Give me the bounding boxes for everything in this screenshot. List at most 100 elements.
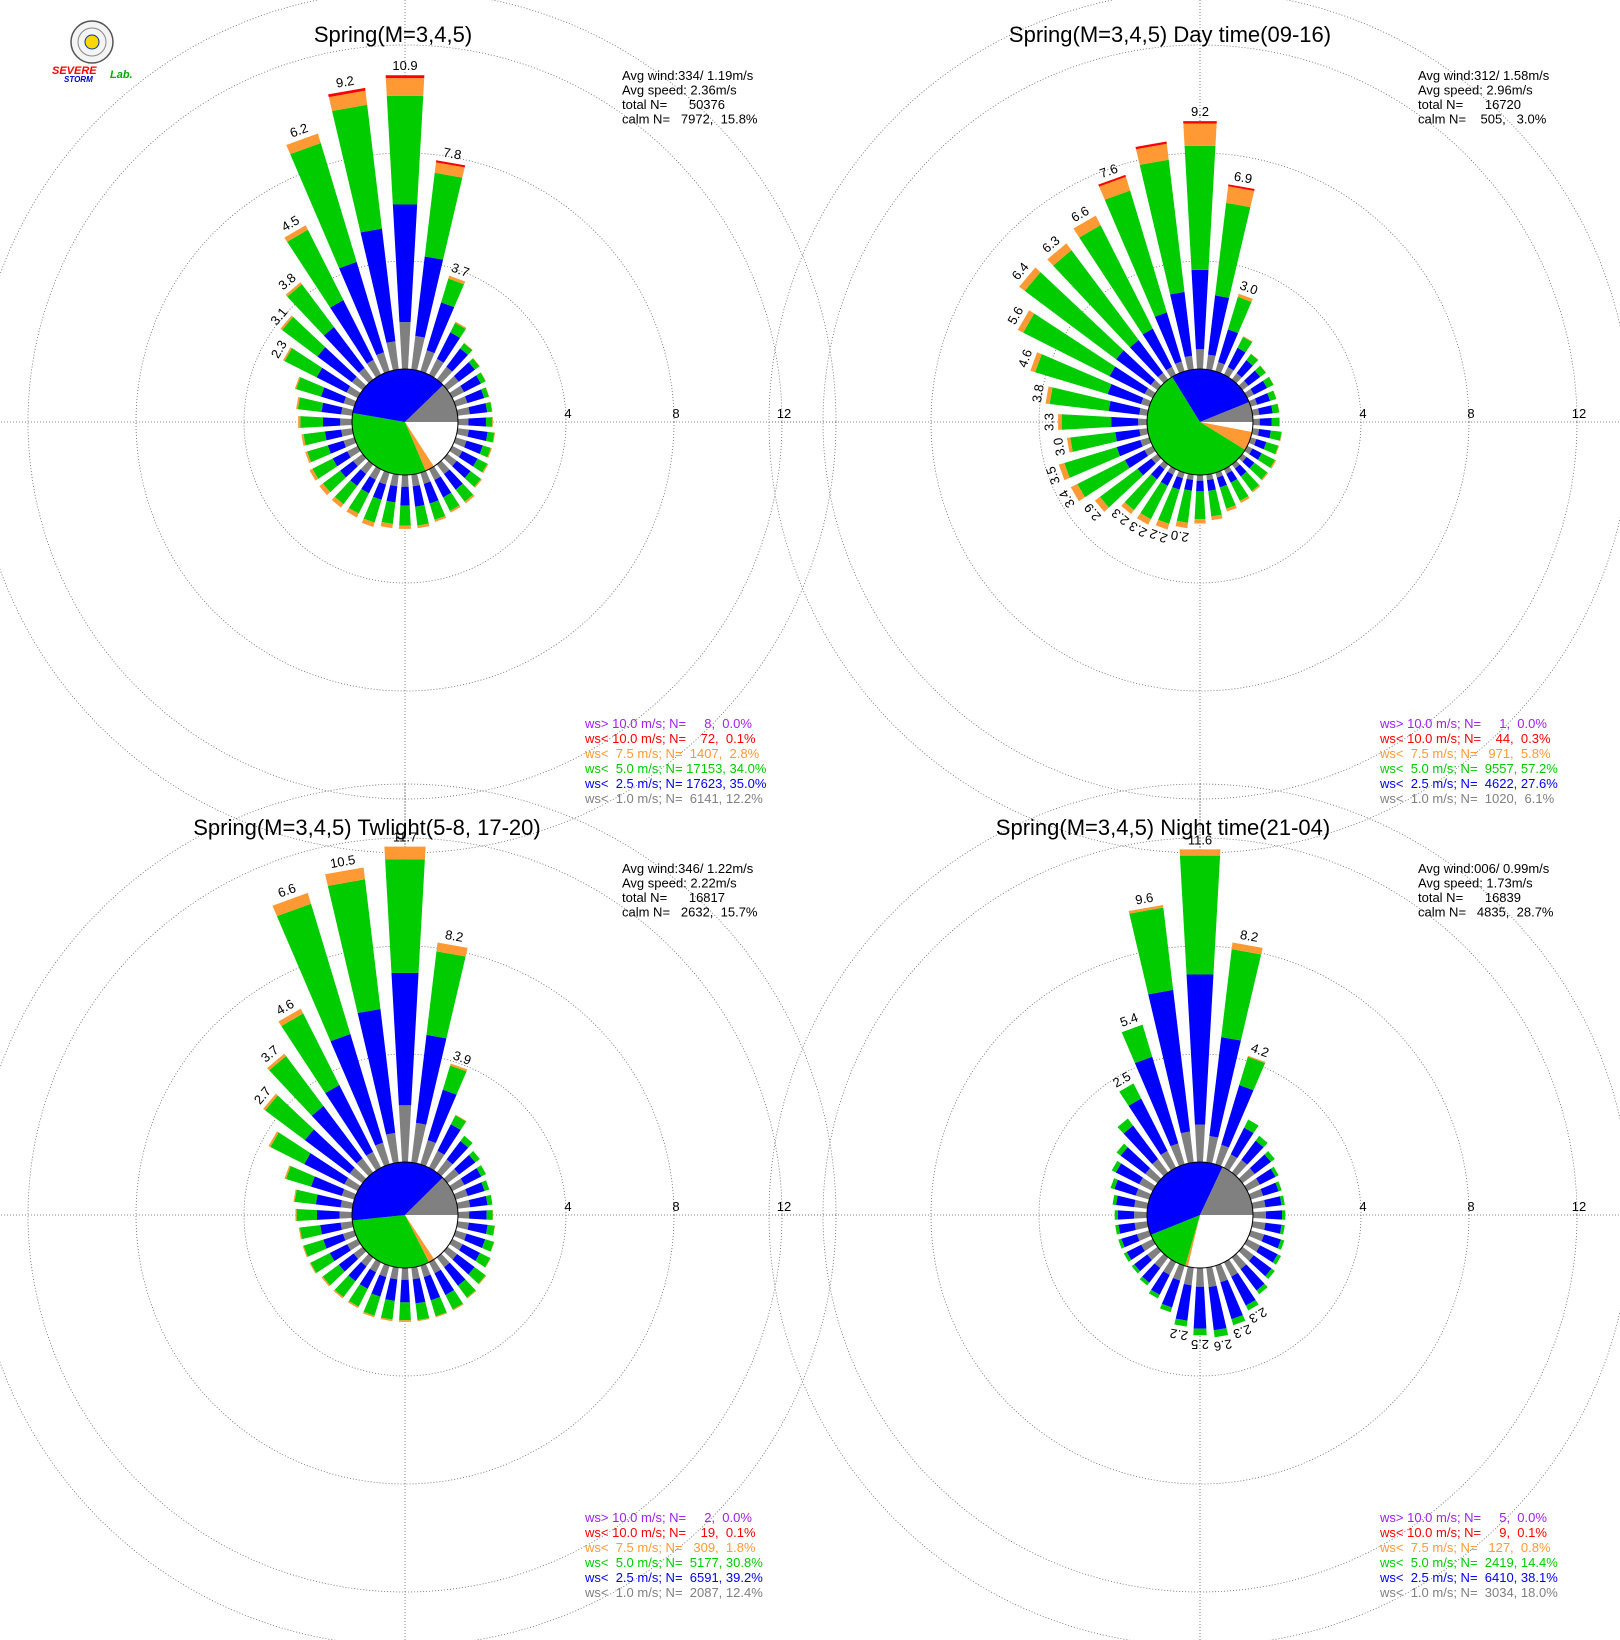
bar-segment-ws-lt-5 [468,1267,486,1284]
bar-segment-ws-lt-7-5 [1128,904,1164,914]
bar-segment-ws-lt-10 [1098,174,1126,187]
bar-value-label: 6.2 [288,120,310,140]
bar-segment-ws-lt-2-5 [1234,464,1247,477]
legend-entry: ws> 10.0 m/s; N= 1, 0.0% [1379,716,1547,731]
stat-avg-wind: Avg wind:334/ 1.19m/s [622,68,754,83]
bar-segment-ws-lt-2-5 [310,1176,345,1196]
pie-slice-calm [405,422,458,467]
radial-tick-label: 12 [1572,406,1586,421]
bar-segment-ws-lt-5 [481,1180,490,1191]
bar-segment-ws-lt-5 [1213,1328,1229,1338]
bar-segment-ws-lt-5 [479,445,491,458]
bar-segment-ws-lt-1 [1238,1168,1255,1184]
bar-segment-ws-lt-5 [415,505,429,526]
bar-segment-ws-lt-1 [1194,1124,1206,1163]
bar-segment-ws-lt-2-5 [1254,439,1267,450]
bar-segment-ws-lt-5 [1174,1318,1188,1327]
bar-segment-ws-lt-7-5 [1058,414,1062,430]
bar-segment-ws-lt-2-5 [460,1168,482,1185]
bar-segment-ws-lt-1 [1231,1159,1248,1177]
bar-segment-ws-lt-2-5 [1249,448,1262,460]
bar-segment-ws-lt-1 [1238,1246,1254,1261]
bar-segment-ws-lt-1 [375,1142,390,1167]
bar-segment-ws-lt-7-5 [293,1189,297,1202]
bar-segment-ws-lt-5 [1272,1254,1282,1265]
bar-segment-ws-lt-5 [281,1013,340,1094]
bar-segment-ws-lt-1 [1231,460,1240,469]
bar-segment-ws-lt-7-5 [298,1227,302,1240]
bar-segment-ws-lt-1 [1244,388,1254,399]
stat-avg-speed: Avg speed: 2.36m/s [622,83,737,98]
bar-segment-ws-lt-1 [356,1158,374,1177]
bar-segment-ws-lt-5 [430,1296,447,1317]
bar-segment-ws-lt-5 [1262,376,1274,389]
legend-entry: ws< 1.0 m/s; N= 1020, 6.1% [1379,791,1555,806]
bar-segment-ws-lt-1 [390,1266,399,1280]
bar-segment-ws-lt-1 [386,341,399,371]
legend-entry: ws< 5.0 m/s; N= 5177, 30.8% [584,1555,763,1570]
pie-outline [1146,368,1254,476]
bar-segment-ws-lt-1 [1252,418,1260,426]
bar-segment-ws-lt-7-5 [1030,352,1042,373]
bar-segment-ws-lt-2-5 [317,347,357,383]
legend-entry: ws> 10.0 m/s; N= 5, 0.0% [1379,1510,1547,1525]
pie-slice-ws-lt-2-5 [1172,369,1250,422]
bar-segment-ws-lt-2-5 [1137,458,1156,476]
bar-segment-ws-lt-1 [1140,437,1152,447]
bar-segment-ws-lt-2-5 [1236,360,1253,378]
bar-segment-ws-lt-2-5 [348,1261,367,1282]
bar-segment-ws-lt-7-5 [282,347,293,362]
bar-segment-ws-lt-7-5 [384,846,426,860]
bar-segment-ws-lt-2-5 [385,1278,398,1301]
bar-segment-ws-lt-2-5 [1120,1147,1151,1175]
bar-segment-ws-lt-2-5 [372,482,387,500]
bar-segment-ws-lt-5 [1221,949,1262,1041]
bar-segment-ws-lt-7-5 [267,1053,287,1071]
bar-segment-ws-lt-1 [453,396,468,407]
bar-segment-ws-lt-2-5 [320,387,347,404]
bar-segment-ws-lt-1 [1134,1211,1148,1219]
bar-segment-ws-lt-7-5 [492,432,496,443]
bar-segment-ws-lt-5 [322,1264,345,1286]
panel-title: Spring(M=3,4,5) Night time(21-04) [996,815,1330,840]
bar-segment-ws-lt-2-5 [415,256,444,338]
bar-segment-ws-lt-1 [1151,453,1162,464]
bar-segment-ws-lt-2-5 [325,1084,374,1156]
bar-segment-ws-lt-2-5 [304,1153,349,1185]
bar-segment-ws-lt-7-5 [487,447,492,458]
bar-value-label: 2.3 [1231,1321,1253,1341]
bar-segment-ws-lt-1 [343,437,357,448]
bar-segment-ws-lt-5 [455,483,474,502]
bar-segment-ws-lt-7-5 [434,515,447,522]
bar-segment-ws-lt-7-5 [1058,462,1070,481]
legend-entry: ws< 7.5 m/s; N= 1407, 2.8% [584,746,760,761]
bar-segment-ws-lt-5 [473,458,488,473]
bar-segment-ws-lt-1 [456,1200,471,1209]
bar-value-label: 2.2 [1169,1326,1189,1344]
bar-segment-ws-lt-2-5 [320,1222,342,1235]
bar-segment-ws-lt-2-5 [469,1210,487,1220]
bar-segment-ws-lt-5 [1131,1264,1141,1274]
bar-value-label: 7.6 [1098,161,1120,181]
bar-segment-ws-lt-1 [1195,349,1205,370]
bar-segment-ws-lt-2-5 [1109,366,1149,395]
bar-segment-ws-lt-7-5 [1275,445,1280,455]
bar-segment-ws-lt-1 [1251,408,1260,416]
radial-tick-label: 12 [777,1199,791,1214]
bar-segment-ws-lt-2-5 [1216,475,1227,488]
bar-segment-ws-lt-2-5 [1264,1196,1282,1208]
panel-title: Spring(M=3,4,5) Day time(09-16) [1009,22,1331,47]
bar-segment-ws-lt-5 [1099,468,1144,508]
bar-segment-ws-lt-1 [343,396,357,407]
bar-segment-ws-lt-5 [481,387,490,399]
bar-segment-ws-lt-1 [1139,408,1149,416]
bar-segment-ws-lt-2-5 [446,1140,469,1165]
bar-segment-ws-lt-5 [1053,250,1139,348]
pie-slice-calm [405,1215,458,1260]
bar-segment-ws-lt-5 [1119,1083,1142,1106]
bar-segment-ws-lt-1 [1206,1266,1217,1288]
bar-segment-ws-lt-2-5 [1150,465,1165,480]
bar-segment-ws-lt-1 [1152,1159,1169,1177]
bar-segment-ws-lt-2-5 [1209,1037,1241,1138]
